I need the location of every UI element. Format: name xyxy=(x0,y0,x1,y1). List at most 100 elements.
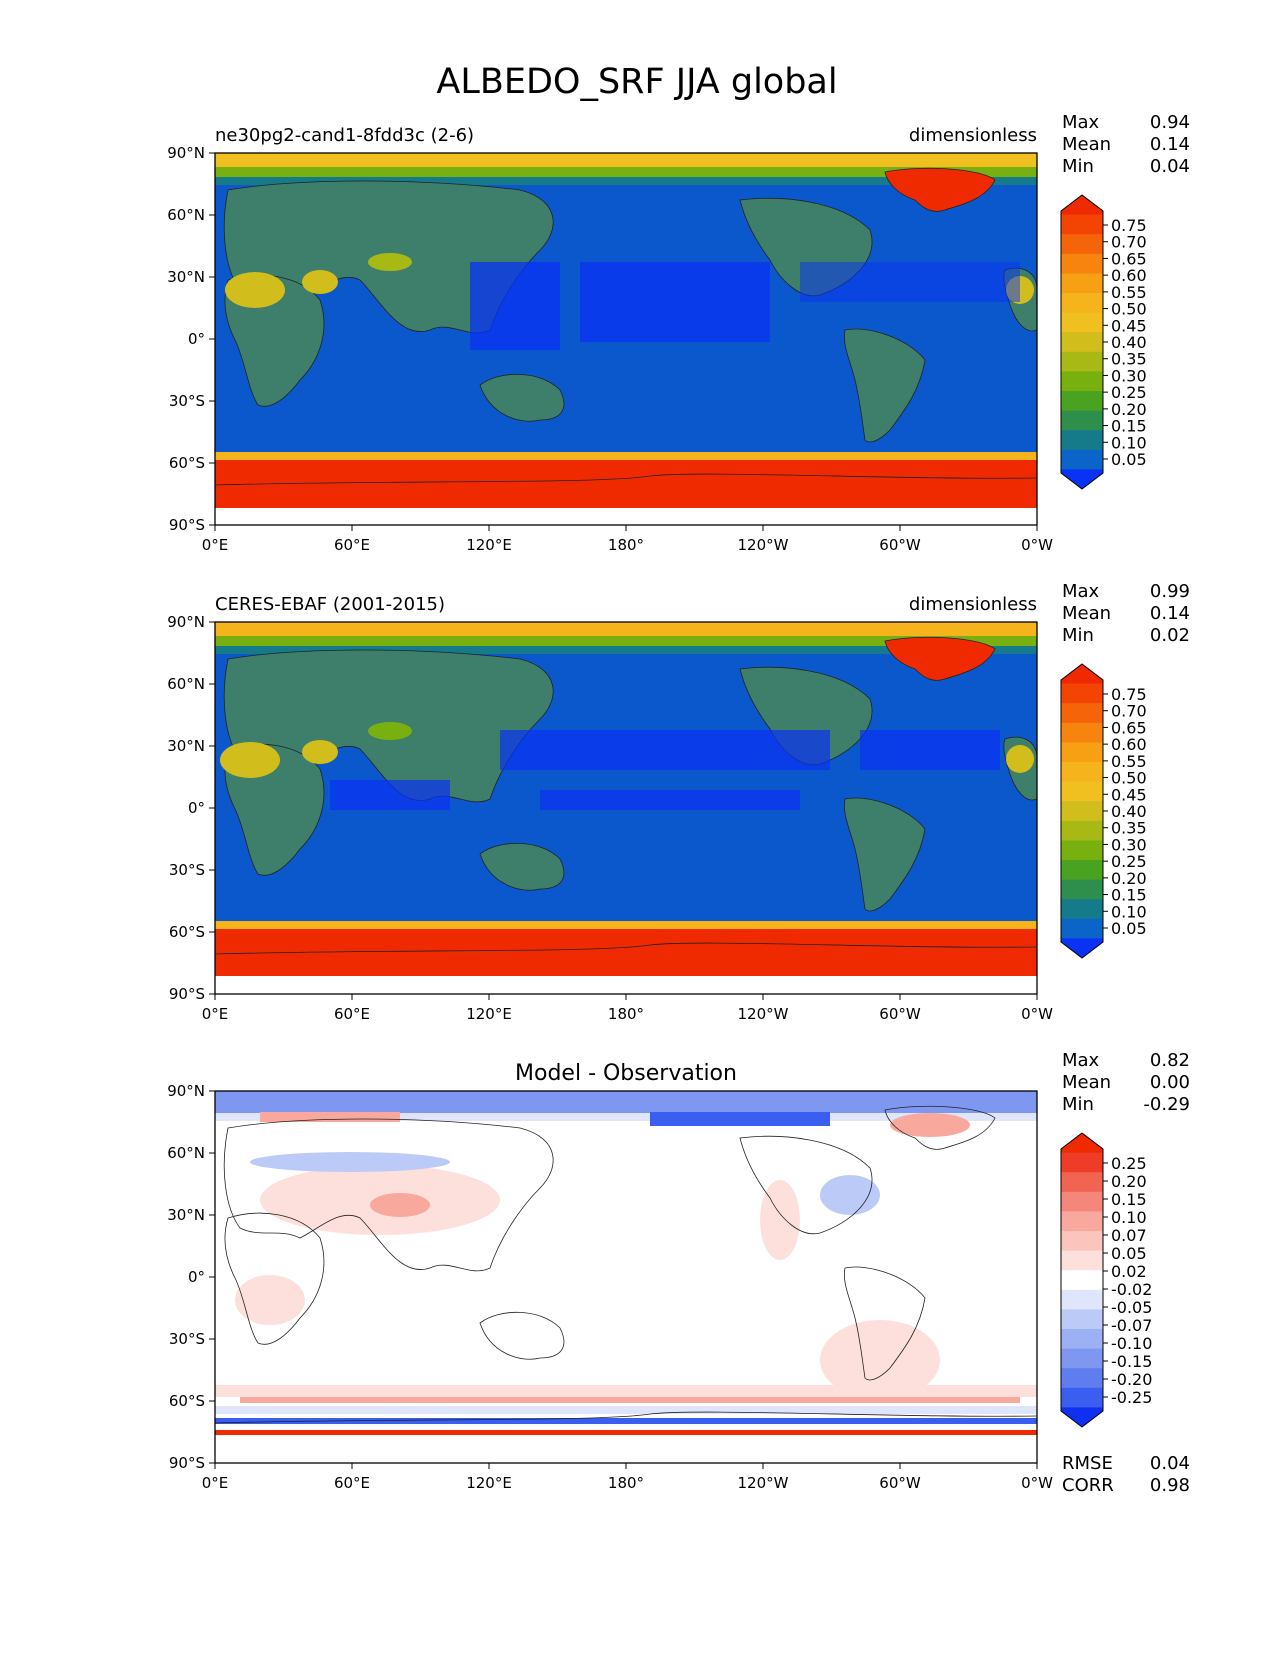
colorbar-segment xyxy=(1061,879,1103,900)
colorbar-segment xyxy=(1061,664,1103,685)
colorbar-tick-label: -0.07 xyxy=(1111,1316,1152,1335)
colorbar-segment xyxy=(1061,683,1103,704)
colorbar-tick-label: -0.10 xyxy=(1111,1334,1152,1353)
stat-label: Mean xyxy=(1062,1072,1111,1093)
map-field xyxy=(215,153,1037,525)
colorbar-tick-label: -0.05 xyxy=(1111,1298,1152,1317)
lat-tick-label: 30°N xyxy=(167,737,205,755)
lat-tick-label: 30°S xyxy=(169,1330,205,1348)
colorbar-tick-label: 0.25 xyxy=(1111,852,1147,871)
colorbar-tick-label: 0.05 xyxy=(1111,450,1147,469)
colorbar-tick-label: -0.25 xyxy=(1111,1388,1152,1407)
colorbar-segment xyxy=(1061,449,1103,470)
lon-tick-label: 0°W xyxy=(1021,536,1053,554)
colorbar-segment xyxy=(1061,214,1103,235)
lon-tick-label: 0°E xyxy=(202,1005,229,1023)
colorbar-segment xyxy=(1061,742,1103,763)
colorbar-segment xyxy=(1061,703,1103,724)
colorbar-tick-label: 0.50 xyxy=(1111,300,1147,319)
stat-value: 0.14 xyxy=(1150,134,1190,155)
lat-tick-label: 90°S xyxy=(169,985,205,1003)
colorbar-segment xyxy=(1061,722,1103,743)
lon-tick-label: 180° xyxy=(608,536,644,554)
lat-tick-label: 30°S xyxy=(169,392,205,410)
panel-units-label: dimensionless xyxy=(909,594,1037,615)
panel-left-label: ne30pg2-cand1-8fdd3c (2-6) xyxy=(215,125,474,146)
colorbar-segment xyxy=(1061,1133,1103,1154)
colorbar-segment xyxy=(1061,1368,1103,1389)
colorbar xyxy=(1061,1133,1103,1427)
lat-tick-label: 0° xyxy=(188,799,205,817)
lon-tick-label: 60°E xyxy=(334,1005,370,1023)
lat-tick-label: 90°N xyxy=(167,144,205,162)
colorbar-segment xyxy=(1061,840,1103,861)
lat-tick-label: 30°N xyxy=(167,1206,205,1224)
colorbar-tick-label: -0.02 xyxy=(1111,1280,1152,1299)
lon-tick-label: 0°E xyxy=(202,1474,229,1492)
figure-title: ALBEDO_SRF JJA global xyxy=(436,62,837,102)
colorbar-tick-label: 0.40 xyxy=(1111,333,1147,352)
colorbar-tick-label: -0.20 xyxy=(1111,1370,1152,1389)
colorbar-tick-label: 0.10 xyxy=(1111,902,1147,921)
stat-value: 0.94 xyxy=(1150,112,1190,133)
colorbar xyxy=(1061,195,1103,489)
colorbar-tick-label: 0.55 xyxy=(1111,752,1147,771)
colorbar-segment xyxy=(1061,1231,1103,1252)
colorbar-segment xyxy=(1061,820,1103,841)
lon-tick-label: 60°E xyxy=(334,1474,370,1492)
lon-tick-label: 120°E xyxy=(466,536,512,554)
colorbar-segment xyxy=(1061,899,1103,920)
lat-tick-label: 90°N xyxy=(167,613,205,631)
colorbar-segment xyxy=(1061,938,1103,958)
colorbar xyxy=(1061,664,1103,958)
colorbar-segment xyxy=(1061,273,1103,294)
lat-tick-label: 90°N xyxy=(167,1082,205,1100)
colorbar-tick-label: 0.60 xyxy=(1111,735,1147,754)
colorbar-segment xyxy=(1061,1191,1103,1212)
colorbar-tick-label: 0.35 xyxy=(1111,819,1147,838)
colorbar-segment xyxy=(1061,860,1103,881)
panel-difference: Model - Observation xyxy=(214,1061,1038,1464)
lon-tick-label: 120°W xyxy=(738,1005,789,1023)
axes-layer: 90°N 60°N 30°N 0° 30°S 60°S 90°S 0°E 60°E 120°E 18… xyxy=(167,144,1053,1492)
colorbar-tick-label: 0.20 xyxy=(1111,400,1147,419)
colorbar-tick-label: 0.35 xyxy=(1111,350,1147,369)
colorbar-segment xyxy=(1061,332,1103,353)
stat-value: 0.82 xyxy=(1150,1050,1190,1071)
colorbar-tick-label: 0.60 xyxy=(1111,266,1147,285)
colorbar-tick-label: 0.10 xyxy=(1111,433,1147,452)
colorbar-segment xyxy=(1061,1250,1103,1271)
stat-label: RMSE xyxy=(1062,1453,1113,1474)
lat-tick-label: 0° xyxy=(188,330,205,348)
lat-tick-label: 60°S xyxy=(169,454,205,472)
colorbar-layer: 0.750.700.650.600.550.500.450.400.350.30… xyxy=(1060,194,1152,1428)
colorbar-tick-label: 0.40 xyxy=(1111,802,1147,821)
colorbar-tick-label: 0.30 xyxy=(1111,366,1147,385)
panel-units-label: dimensionless xyxy=(909,125,1037,146)
colorbar-tick-label: 0.25 xyxy=(1111,1154,1147,1173)
lon-tick-label: 120°W xyxy=(738,536,789,554)
colorbar-segment xyxy=(1061,430,1103,451)
stat-label: Mean xyxy=(1062,134,1111,155)
stat-value: 0.04 xyxy=(1150,156,1190,177)
colorbar-segment xyxy=(1061,293,1103,314)
colorbar-segment xyxy=(1061,469,1103,489)
colorbar-tick-label: 0.20 xyxy=(1111,1172,1147,1191)
colorbar-segment xyxy=(1061,918,1103,939)
colorbar-tick-label: 0.07 xyxy=(1111,1226,1147,1245)
lon-tick-label: 180° xyxy=(608,1005,644,1023)
colorbar-tick-label: 0.55 xyxy=(1111,283,1147,302)
stat-value: 0.04 xyxy=(1150,1453,1190,1474)
lon-tick-label: 60°E xyxy=(334,536,370,554)
map-field xyxy=(215,622,1037,994)
colorbar-tick-label: 0.75 xyxy=(1111,685,1147,704)
lat-tick-label: 0° xyxy=(188,1268,205,1286)
stat-value: 0.02 xyxy=(1150,625,1190,646)
lat-tick-label: 60°S xyxy=(169,923,205,941)
lat-tick-label: 60°N xyxy=(167,1144,205,1162)
colorbar-segment xyxy=(1061,762,1103,783)
colorbar-segment xyxy=(1061,1309,1103,1330)
stat-label: CORR xyxy=(1062,1475,1114,1496)
lon-tick-label: 120°W xyxy=(738,1474,789,1492)
